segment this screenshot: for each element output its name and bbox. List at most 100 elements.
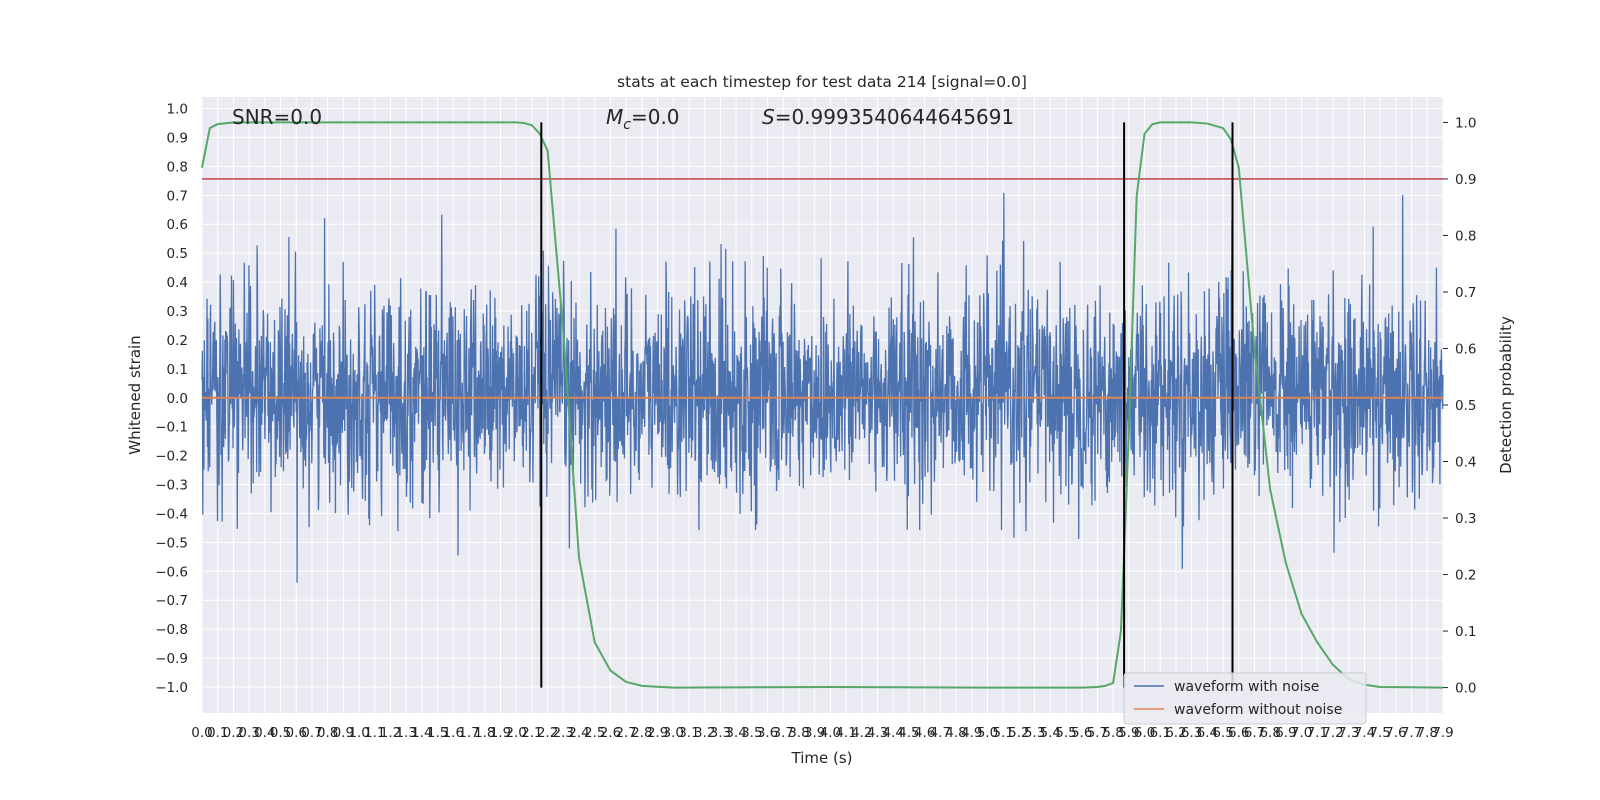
left-y-tick-label: 0.5 (167, 246, 188, 262)
x-tick-label: 4.3 (867, 725, 888, 741)
s-symbol: S (762, 105, 775, 129)
x-tick-label: 1.6 (443, 725, 464, 741)
x-tick-label: 1.8 (474, 725, 495, 741)
legend-entry-noise: waveform with noise (1174, 679, 1319, 695)
left-y-tick-label: −0.8 (155, 622, 188, 638)
left-y-tick-label: −0.4 (155, 506, 188, 522)
right-y-tick-label: 0.7 (1455, 285, 1476, 301)
x-tick-label: 2.4 (568, 725, 589, 741)
right-y-tick-label: 0.8 (1455, 228, 1476, 244)
left-y-tick-label: 0.7 (167, 188, 188, 204)
x-tick-label: 6.0 (1134, 725, 1155, 741)
x-tick-label: 5.5 (1055, 725, 1076, 741)
x-tick-label: 7.5 (1369, 725, 1390, 741)
detection-probability-line (201, 121, 1444, 689)
x-tick-label: 5.0 (977, 725, 998, 741)
right-y-tick-label: 0.9 (1455, 172, 1476, 188)
x-tick-label: 5.2 (1008, 725, 1029, 741)
mc-subscript: c (623, 117, 631, 133)
waveform-with-noise-series (201, 192, 1444, 583)
left-y-tick-label: 0.2 (167, 333, 188, 349)
left-axis-label: Whitened strain (126, 335, 144, 454)
left-y-tick-label: −0.6 (155, 564, 188, 580)
x-tick-label: 1.9 (490, 725, 511, 741)
x-tick-label: 4.7 (930, 725, 951, 741)
left-y-tick-label: −0.2 (155, 449, 188, 465)
legend: waveform with noise waveform without noi… (1123, 672, 1367, 725)
right-y-tick-label: 0.4 (1455, 455, 1476, 471)
x-tick-label: 1.2 (380, 725, 401, 741)
x-tick-label: 1.1 (364, 725, 385, 741)
mc-value: =0.0 (631, 105, 680, 129)
x-tick-label: 7.9 (1432, 725, 1453, 741)
x-tick-label: 4.9 (961, 725, 982, 741)
legend-entry-clean: waveform without noise (1174, 702, 1342, 718)
x-tick-label: 4.0 (820, 725, 841, 741)
x-axis-label: Time (s) (791, 749, 853, 767)
x-tick-label: 0.8 (317, 725, 338, 741)
x-tick-label: 6.5 (1212, 725, 1233, 741)
x-tick-label: 7.4 (1354, 725, 1375, 741)
x-tick-label: 5.6 (1071, 725, 1092, 741)
x-tick-label: 2.1 (521, 725, 542, 741)
right-y-tick-label: 0.6 (1455, 341, 1476, 357)
x-tick-label: 6.3 (1181, 725, 1202, 741)
x-tick-label: 6.1 (1149, 725, 1170, 741)
x-tick-label: 6.9 (1275, 725, 1296, 741)
x-tick-label: 2.3 (553, 725, 574, 741)
x-tick-label: 1.0 (348, 725, 369, 741)
right-y-tick-label: 0.1 (1455, 624, 1476, 640)
left-y-tick-label: −0.9 (155, 651, 188, 667)
x-tick-label: 4.2 (851, 725, 872, 741)
x-tick-label: 7.6 (1385, 725, 1406, 741)
chirp-mass-annotation: Mc=0.0 (606, 105, 680, 133)
x-tick-label: 0.9 (333, 725, 354, 741)
left-axis-ticks: 1.0 0.9 0.8 0.7 0.6 0.5 0.4 0.3 0.2 0.1 0.0 −0.1 −0.… (155, 102, 188, 696)
x-axis-ticks: 0.00.10.20.30.40.50.60.70.80.91.01.11.21… (191, 725, 1453, 741)
x-tick-label: 0.5 (270, 725, 291, 741)
x-tick-label: 5.9 (1118, 725, 1139, 741)
x-tick-label: 3.0 (663, 725, 684, 741)
left-y-tick-label: 0.1 (167, 362, 188, 378)
x-tick-label: 5.7 (1087, 725, 1108, 741)
x-tick-label: 4.6 (914, 725, 935, 741)
s-value: =0.9993540644645691 (775, 105, 1014, 129)
left-y-tick-label: −0.1 (155, 420, 188, 436)
x-tick-label: 3.9 (804, 725, 825, 741)
x-tick-label: 7.7 (1401, 725, 1422, 741)
x-tick-label: 3.5 (741, 725, 762, 741)
mc-symbol: M (606, 105, 623, 129)
x-tick-label: 5.4 (1040, 725, 1061, 741)
x-tick-label: 3.8 (788, 725, 809, 741)
left-y-tick-label: 0.6 (167, 217, 188, 233)
x-tick-label: 2.6 (600, 725, 621, 741)
x-tick-label: 0.6 (286, 725, 307, 741)
x-tick-label: 7.2 (1322, 725, 1343, 741)
x-tick-label: 6.2 (1165, 725, 1186, 741)
x-tick-label: 4.1 (835, 725, 856, 741)
left-y-tick-label: 0.4 (167, 275, 188, 291)
left-y-tick-label: 0.3 (167, 304, 188, 320)
left-y-tick-label: 0.9 (167, 130, 188, 146)
x-tick-label: 6.8 (1259, 725, 1280, 741)
x-tick-label: 2.9 (647, 725, 668, 741)
x-tick-label: 2.7 (615, 725, 636, 741)
x-tick-label: 3.6 (757, 725, 778, 741)
x-tick-label: 3.7 (772, 725, 793, 741)
left-y-tick-label: −0.3 (155, 478, 188, 494)
x-tick-label: 4.4 (882, 725, 903, 741)
x-tick-label: 0.1 (207, 725, 228, 741)
left-y-tick-label: 0.8 (167, 159, 188, 175)
x-tick-label: 6.4 (1197, 725, 1218, 741)
legend-box (1123, 672, 1367, 725)
x-tick-label: 5.3 (1024, 725, 1045, 741)
score-annotation: S=0.9993540644645691 (762, 105, 1014, 129)
x-tick-label: 6.7 (1244, 725, 1265, 741)
x-tick-label: 5.8 (1102, 725, 1123, 741)
x-tick-label: 7.3 (1338, 725, 1359, 741)
snr-annotation: SNR=0.0 (232, 105, 322, 129)
x-tick-label: 2.0 (505, 725, 526, 741)
chart-title: stats at each timestep for test data 214… (617, 73, 1027, 91)
left-y-tick-label: 1.0 (167, 102, 188, 118)
